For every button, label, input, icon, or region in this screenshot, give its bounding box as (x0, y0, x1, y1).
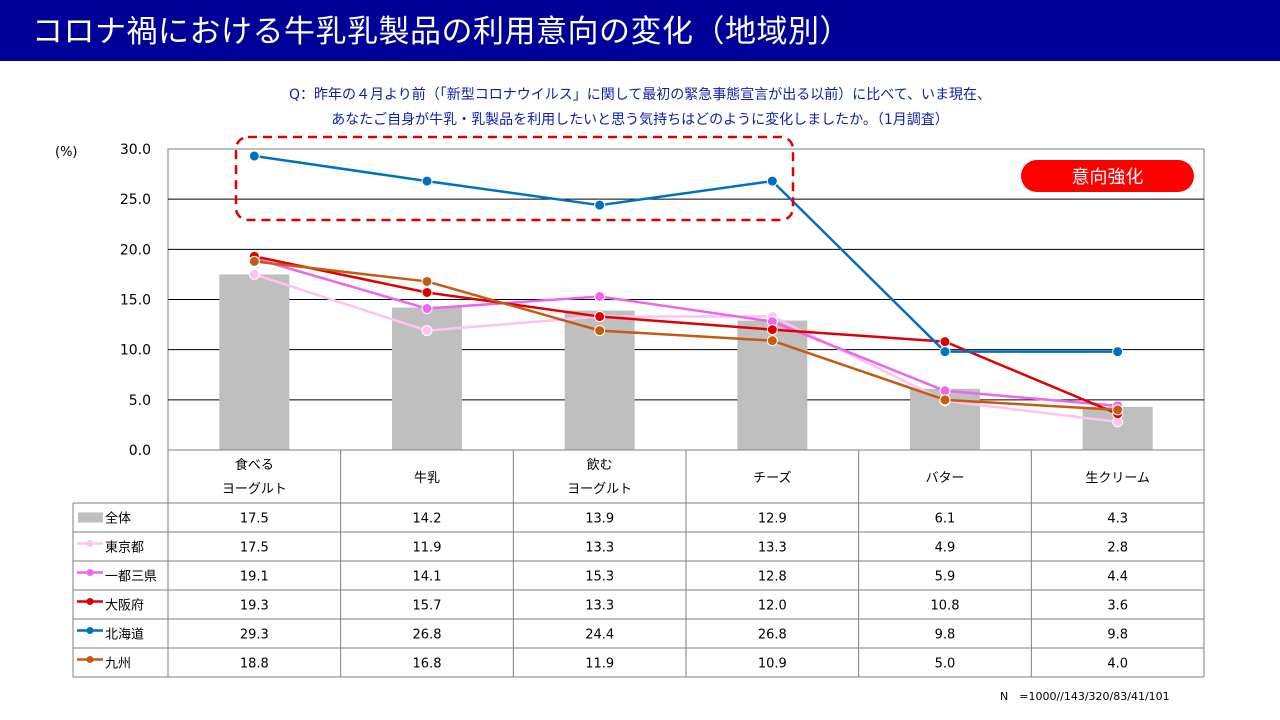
legend-label-東京都: 東京都 (105, 540, 144, 556)
table-cell: 13.3 (758, 541, 787, 556)
point-北海道 (939, 346, 951, 358)
point-九州 (766, 335, 778, 347)
legend-label-一都三県: 一都三県 (105, 570, 157, 585)
table-cell: 4.9 (935, 541, 956, 556)
table-cell: 13.3 (585, 541, 614, 556)
table-cell: 2.8 (1107, 541, 1128, 556)
point-東京都 (421, 325, 433, 337)
line-北海道 (254, 154, 1118, 353)
point-大阪府 (421, 286, 433, 298)
table-cell: 6.1 (935, 512, 956, 527)
table-cell: 26.8 (758, 628, 787, 643)
point-九州 (248, 255, 260, 267)
table-cell: 11.9 (413, 541, 442, 556)
table-cell: 13.3 (585, 599, 614, 614)
legend-label-全体: 全体 (105, 511, 131, 527)
x-tick-label: 生クリーム (1085, 471, 1150, 486)
sample-size-footnote: N =1000//143/320/83/41/101 (1000, 690, 1170, 703)
legend-key-全体 (78, 512, 103, 523)
page-title: コロナ禍における牛乳乳製品の利用意向の変化（地域別） (32, 14, 851, 50)
y-tick-label: 15.0 (120, 293, 151, 309)
x-tick-label: ヨーグルト (567, 482, 632, 497)
point-大阪府 (939, 336, 951, 348)
y-tick-label: 5.0 (129, 393, 151, 409)
point-大阪府 (594, 311, 606, 323)
table-cell: 10.9 (758, 657, 787, 672)
table-cell: 14.2 (413, 512, 442, 527)
table-cell: 29.3 (240, 628, 269, 643)
point-九州 (1112, 404, 1124, 416)
point-北海道 (421, 175, 433, 187)
legend-label-北海道: 北海道 (105, 628, 144, 643)
table-cell: 11.9 (585, 657, 614, 672)
point-北海道 (248, 150, 260, 162)
point-一都三県 (421, 303, 433, 315)
table-cell: 12.8 (758, 570, 787, 585)
intent-badge (1021, 160, 1194, 192)
table-cell: 24.4 (585, 628, 614, 643)
table-cell: 4.3 (1107, 512, 1128, 527)
table-cell: 3.6 (1107, 599, 1128, 614)
point-北海道 (594, 199, 606, 211)
point-九州 (594, 325, 606, 337)
table-cell: 4.4 (1107, 570, 1128, 585)
point-北海道 (766, 175, 778, 187)
x-tick-label: 牛乳 (414, 471, 440, 486)
table-cell: 5.0 (935, 657, 956, 672)
table-cell: 19.1 (240, 570, 269, 585)
legend-key-marker-東京都 (86, 540, 94, 547)
bar-全体 (219, 274, 290, 450)
line-九州 (254, 260, 1118, 412)
x-tick-label: バター (925, 471, 964, 486)
y-tick-label: 30.0 (120, 142, 151, 158)
point-東京都 (248, 268, 260, 280)
legend-key-marker-北海道 (86, 627, 94, 634)
x-tick-label: ヨーグルト (222, 482, 287, 497)
legend-label-大阪府: 大阪府 (105, 599, 144, 614)
x-tick-label: 飲む (587, 457, 613, 473)
table-cell: 5.9 (935, 570, 956, 585)
line-東京都 (253, 273, 1118, 424)
table-cell: 12.9 (758, 512, 787, 527)
y-tick-label: 25.0 (120, 192, 151, 208)
table-cell: 4.0 (1107, 657, 1128, 672)
y-axis-label: (%) (55, 145, 78, 160)
table-cell: 12.0 (758, 599, 787, 614)
x-tick-label: 食べる (235, 457, 274, 473)
table-cell: 18.8 (240, 657, 269, 672)
y-tick-label: 0.0 (129, 443, 151, 459)
table-cell: 15.7 (413, 599, 442, 614)
table-cell: 13.9 (585, 512, 614, 527)
point-一都三県 (594, 290, 606, 302)
point-九州 (421, 275, 433, 287)
table-cell: 9.8 (1107, 628, 1128, 643)
line-一都三県 (253, 257, 1118, 408)
table-cell: 26.8 (413, 628, 442, 643)
y-tick-label: 10.0 (120, 343, 151, 359)
point-九州 (939, 394, 951, 406)
table-cell: 15.3 (585, 570, 614, 585)
legend-key-marker-九州 (86, 656, 94, 663)
legend-key-marker-大阪府 (86, 598, 94, 605)
title-bar: コロナ禍における牛乳乳製品の利用意向の変化（地域別） (0, 0, 1280, 61)
legend-key-marker-一都三県 (86, 569, 94, 576)
table-cell: 14.1 (413, 570, 442, 585)
line-大阪府 (254, 255, 1119, 416)
question-line-1: Q：昨年の４月より前（「新型コロナウイルス」に関して最初の緊急事態宣言が出る以前… (288, 87, 992, 103)
table-cell: 19.3 (240, 599, 269, 614)
point-大阪府 (766, 324, 778, 336)
y-tick-label: 20.0 (120, 242, 151, 258)
table-cell: 16.8 (413, 657, 442, 672)
point-一都三県 (939, 385, 951, 397)
table-cell: 9.8 (935, 628, 956, 643)
x-tick-label: チーズ (753, 470, 791, 486)
intent-badge-label: 意向強化 (1072, 167, 1144, 188)
table-cell: 17.5 (240, 541, 269, 556)
legend-label-九州: 九州 (105, 657, 131, 672)
table-cell: 17.5 (240, 512, 269, 527)
table-cell: 10.8 (931, 599, 960, 614)
question-line-2: あなたご自身が牛乳・乳製品を利用したいと思う気持ちはどのように変化しましたか。（… (331, 112, 949, 128)
point-北海道 (1112, 346, 1124, 358)
